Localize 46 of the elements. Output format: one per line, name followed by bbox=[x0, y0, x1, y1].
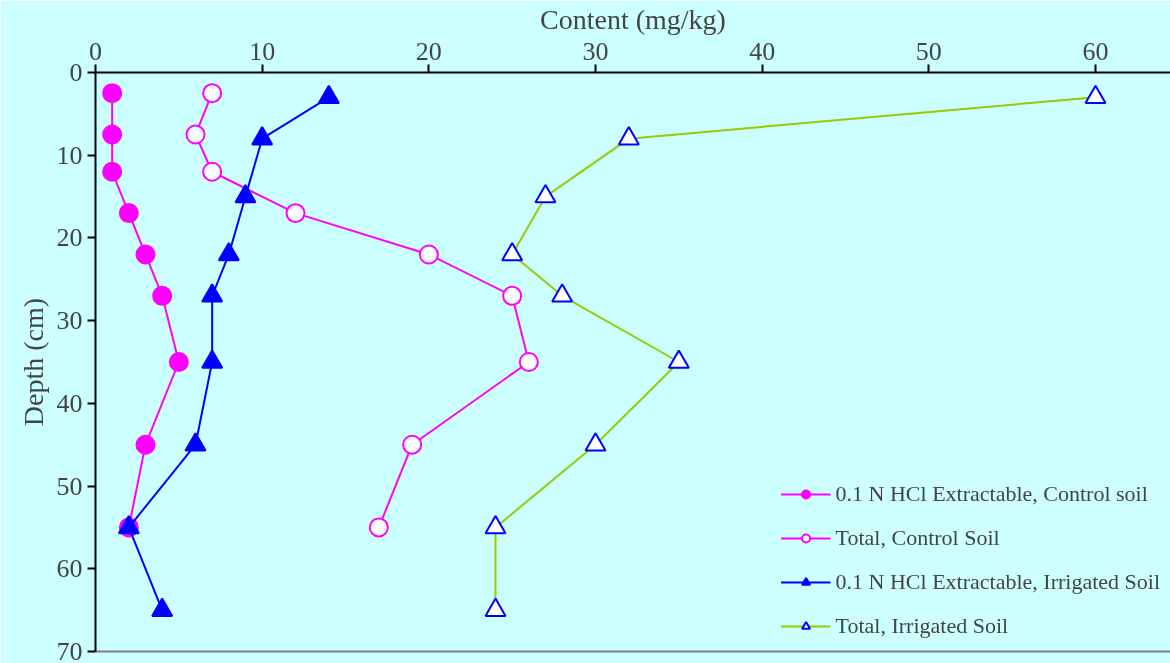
y-tick-label: 20 bbox=[56, 223, 83, 253]
y-tick-label: 10 bbox=[56, 140, 83, 170]
legend-label: Total, Control Soil bbox=[835, 524, 1000, 552]
point bbox=[402, 434, 423, 455]
point bbox=[584, 432, 607, 452]
point bbox=[502, 285, 523, 306]
legend-label: Total, Irrigated Soil bbox=[835, 612, 1009, 640]
point bbox=[102, 83, 123, 104]
point bbox=[135, 434, 156, 455]
x-tick-label: 0 bbox=[89, 36, 102, 66]
legend-label: 0.1 N HCl Extractable, Control soil bbox=[835, 480, 1148, 508]
point bbox=[201, 349, 224, 369]
point bbox=[135, 244, 156, 265]
point bbox=[285, 203, 306, 224]
point bbox=[168, 352, 189, 372]
legend-label: 0.1 N HCl Extractable, Irrigated Soil bbox=[835, 568, 1160, 596]
point bbox=[667, 349, 690, 369]
x-tick-label: 50 bbox=[915, 36, 942, 66]
point bbox=[102, 124, 123, 145]
point bbox=[202, 161, 223, 182]
point bbox=[118, 203, 139, 224]
x-tick-label: 10 bbox=[249, 36, 276, 66]
point bbox=[201, 283, 224, 303]
point bbox=[202, 83, 223, 104]
x-tick-label: 20 bbox=[415, 36, 442, 66]
y-tick-label: 40 bbox=[56, 388, 83, 418]
point bbox=[151, 597, 174, 617]
x-tick-label: 60 bbox=[1082, 36, 1109, 66]
point bbox=[184, 432, 207, 452]
y-tick-label: 70 bbox=[56, 637, 83, 663]
point bbox=[102, 161, 123, 182]
y-tick-label: 30 bbox=[56, 306, 83, 336]
y-tick-label: 0 bbox=[69, 58, 83, 87]
x-axis-title: Content (mg/kg) bbox=[540, 3, 726, 35]
point bbox=[418, 244, 439, 265]
point bbox=[518, 352, 539, 372]
y-tick-label: 50 bbox=[56, 471, 83, 501]
x-tick-label: 40 bbox=[749, 36, 776, 66]
point bbox=[152, 285, 173, 306]
x-tick-label: 30 bbox=[582, 36, 609, 66]
point bbox=[185, 124, 206, 145]
point bbox=[551, 283, 574, 303]
y-axis-title: Depth (cm) bbox=[17, 297, 49, 427]
y-tick-label: 60 bbox=[56, 554, 83, 584]
point bbox=[484, 597, 507, 617]
point bbox=[484, 514, 507, 535]
